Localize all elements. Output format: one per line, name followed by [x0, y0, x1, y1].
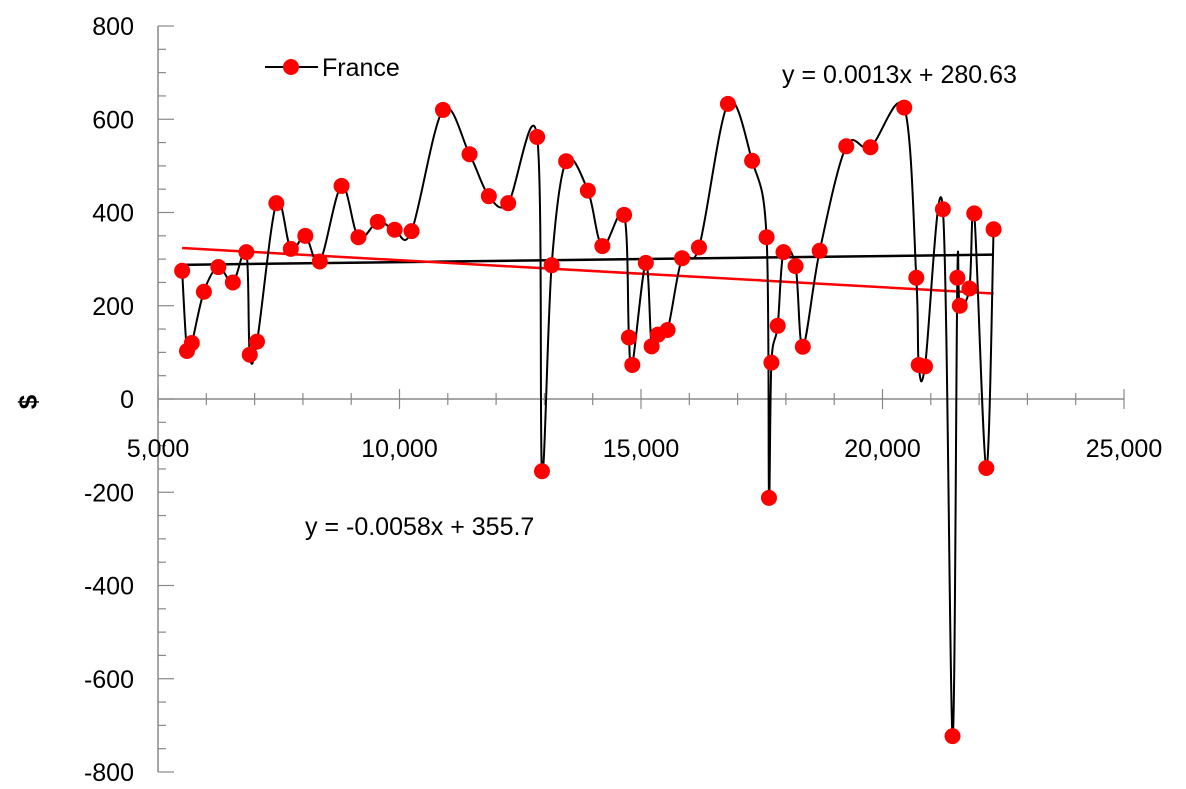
data-point — [403, 223, 420, 240]
data-point — [949, 269, 966, 286]
y-tick-label: 0 — [120, 386, 134, 414]
data-point — [966, 205, 983, 222]
data-point — [838, 138, 855, 155]
y-tick-label: 400 — [92, 200, 134, 228]
data-point — [616, 206, 633, 223]
data-point — [944, 728, 961, 745]
data-point — [311, 253, 328, 270]
data-point — [282, 240, 299, 257]
trendline-equation-black: y = 0.0013x + 280.63 — [782, 61, 1017, 89]
data-point — [985, 221, 1002, 238]
y-axis-label: $ — [13, 394, 43, 409]
x-tick-label: 25,000 — [1086, 435, 1162, 463]
data-point — [637, 254, 654, 271]
data-point — [195, 283, 212, 300]
data-point — [769, 317, 786, 334]
data-point — [579, 182, 596, 199]
axes: 800 600 400 200 0 -200 -400 -600 -800 5,000 10,00… — [84, 13, 1162, 787]
y-tick-label: -400 — [84, 573, 134, 601]
legend-entry-france: France — [322, 54, 400, 82]
x-tick-label: 10,000 — [361, 435, 437, 463]
data-point — [500, 195, 517, 212]
data-point — [961, 280, 978, 297]
y-tick-label: 800 — [92, 13, 134, 41]
data-point — [775, 244, 792, 261]
data-point — [434, 101, 451, 118]
data-points — [174, 95, 1002, 745]
legend: France — [265, 54, 400, 82]
data-point — [624, 356, 641, 373]
data-point — [896, 99, 913, 116]
y-tick-label: -800 — [84, 759, 134, 787]
x-tick-label: 5,000 — [127, 435, 190, 463]
data-point — [480, 188, 497, 205]
data-point — [760, 489, 777, 506]
data-point — [763, 354, 780, 371]
y-tick-label: 200 — [92, 293, 134, 321]
data-point — [558, 153, 575, 170]
data-point — [386, 221, 403, 238]
data-point — [594, 238, 611, 255]
y-tick-label: -200 — [84, 479, 134, 507]
data-point — [533, 463, 550, 480]
data-point — [369, 213, 386, 230]
data-point — [794, 338, 811, 355]
data-point — [224, 274, 241, 291]
data-point — [183, 335, 200, 352]
data-point — [758, 229, 775, 246]
data-point — [529, 128, 546, 145]
data-point — [249, 333, 266, 350]
x-ticks: 5,000 10,000 15,000 20,000 25,000 — [127, 389, 1162, 463]
data-point — [674, 250, 691, 267]
data-point — [744, 152, 761, 169]
data-point — [543, 257, 560, 274]
data-point — [917, 358, 934, 375]
trendline-equation-red: y = -0.0058x + 355.7 — [305, 513, 534, 541]
data-point — [210, 259, 227, 276]
legend-swatch-marker — [283, 59, 299, 75]
x-tick-label: 20,000 — [844, 435, 920, 463]
y-tick-label: -600 — [84, 666, 134, 694]
trendline-red — [182, 246, 994, 295]
data-point — [238, 244, 255, 261]
data-point — [934, 201, 951, 218]
data-point — [461, 146, 478, 163]
data-point — [659, 321, 676, 338]
y-ticks: 800 600 400 200 0 -200 -400 -600 -800 — [84, 13, 174, 787]
data-point — [297, 227, 314, 244]
data-point — [350, 229, 367, 246]
x-tick-label: 15,000 — [603, 435, 679, 463]
data-point — [908, 269, 925, 286]
y-tick-label: 600 — [92, 106, 134, 134]
data-point — [620, 329, 637, 346]
data-point — [951, 297, 968, 314]
data-point — [690, 239, 707, 256]
trendline-black — [182, 253, 994, 267]
trendlines — [182, 246, 994, 295]
data-point — [719, 95, 736, 112]
data-point — [174, 262, 191, 279]
data-point — [811, 242, 828, 259]
data-point — [787, 258, 804, 275]
data-point — [978, 460, 995, 477]
data-point — [268, 195, 285, 212]
data-point — [241, 346, 258, 363]
data-point — [333, 177, 350, 194]
data-point — [862, 139, 879, 156]
